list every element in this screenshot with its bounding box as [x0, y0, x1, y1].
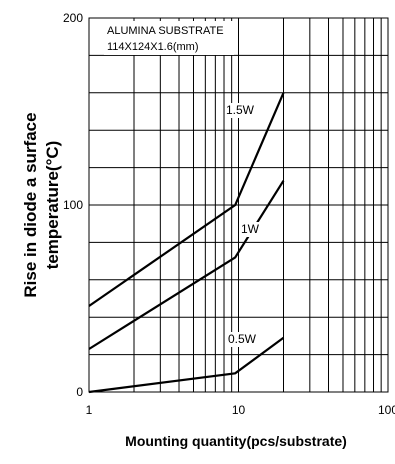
- y-tick-label: 100: [63, 198, 83, 212]
- series-label-background: [240, 222, 261, 237]
- substrate-note-line-2: 114X124X1.6(mm): [107, 41, 199, 53]
- x-tick-label: 1: [86, 403, 93, 417]
- x-tick-label: 10: [232, 403, 246, 417]
- series-label: 1.5W: [226, 103, 255, 117]
- series-label-background: [227, 332, 259, 347]
- y-axis-label-line-1: Rise in diode a surface: [21, 112, 40, 297]
- plot-frame: [88, 17, 389, 393]
- x-tick-label: 100: [378, 403, 395, 417]
- substrate-note-box: [104, 21, 234, 55]
- series-line: [88, 92, 285, 307]
- y-axis-label-line-2: temperature(°C): [43, 141, 62, 270]
- grid-lines: [89, 18, 388, 392]
- series-label-background: [225, 103, 257, 118]
- y-tick-label: 200: [63, 11, 83, 25]
- series-lines: 1.5W 1W 0.5W: [88, 92, 285, 394]
- series-line: [88, 336, 285, 394]
- series-label: 1W: [241, 222, 260, 236]
- tick-labels: 1 10 100 200 100 0: [63, 11, 395, 417]
- x-axis-label: Mounting quantity(pcs/substrate): [125, 433, 347, 449]
- y-axis-label: Rise in diode a surface temperature(°C): [21, 112, 62, 297]
- series-line: [88, 180, 285, 350]
- substrate-note-line-1: ALUMINA SUBSTRATE: [107, 25, 224, 37]
- y-tick-label: 0: [76, 385, 83, 399]
- series-label: 0.5W: [228, 332, 257, 346]
